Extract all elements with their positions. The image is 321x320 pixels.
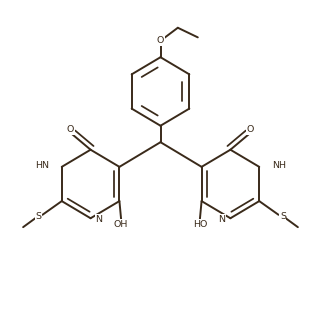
Text: O: O <box>247 125 254 134</box>
Text: OH: OH <box>114 220 128 228</box>
Text: N: N <box>218 215 225 224</box>
Text: HO: HO <box>193 220 207 228</box>
Text: NH: NH <box>272 161 286 170</box>
Text: O: O <box>157 36 164 45</box>
Text: N: N <box>96 215 103 224</box>
Text: S: S <box>35 212 41 221</box>
Text: HN: HN <box>35 161 49 170</box>
Text: S: S <box>280 212 286 221</box>
Text: O: O <box>67 125 74 134</box>
